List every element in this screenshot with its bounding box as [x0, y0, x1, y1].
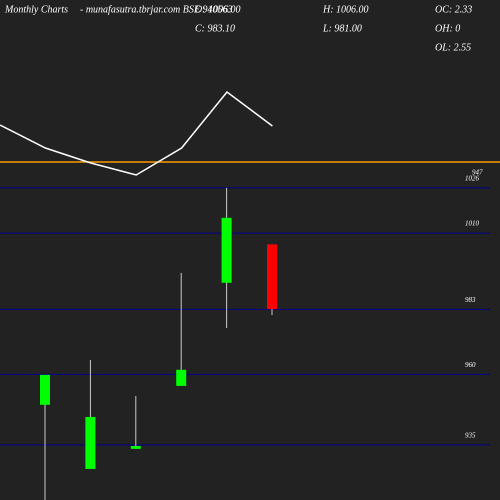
reference-label: 947 — [472, 169, 483, 177]
y-tick-label: 935 — [465, 432, 476, 440]
stat: OC: 2.33 — [435, 4, 472, 15]
y-tick-label: 1010 — [465, 220, 480, 228]
y-tick-label: 983 — [465, 296, 476, 304]
stat: L: 981.00 — [322, 23, 362, 34]
source: - munafasutra.tbrjar.com BSE 940563 — [80, 4, 233, 15]
candle-body — [267, 244, 277, 310]
indicator-line — [0, 90, 273, 176]
stat: O: 1006.00 — [195, 4, 241, 15]
stat: OH: 0 — [435, 23, 460, 34]
candle-body — [176, 369, 187, 386]
stat: OL: 2.55 — [435, 42, 471, 53]
candle-body — [85, 416, 96, 469]
y-tick-label: 960 — [465, 361, 476, 369]
candle-body — [130, 446, 141, 449]
candle-body — [221, 217, 232, 283]
candle-body — [40, 374, 50, 405]
stat: H: 1006.00 — [322, 4, 369, 15]
chart-title: Monthly Charts — [4, 4, 68, 15]
y-tick-label: 1026 — [465, 175, 480, 183]
stat: C: 983.10 — [195, 23, 235, 34]
